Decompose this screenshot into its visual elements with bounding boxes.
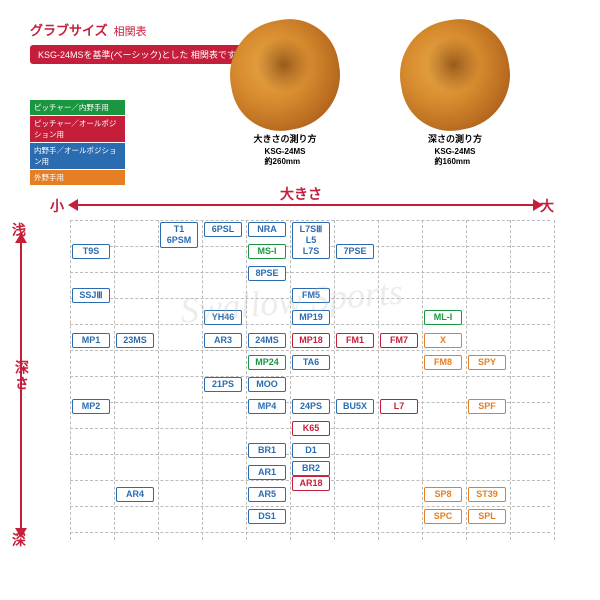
chart-cell: 8PSE xyxy=(248,266,286,281)
chart-cell: MP2 xyxy=(72,399,110,414)
chart-cell: X xyxy=(424,333,462,348)
grid-vline xyxy=(158,220,159,540)
grid-hline xyxy=(70,272,550,273)
chart-cell: L7SⅢL5L7S xyxy=(292,222,330,259)
chart-cell: 7PSE xyxy=(336,244,374,259)
glove-block: 深さの測り方 KSG-24MS約160mm xyxy=(400,20,510,167)
grid-vline xyxy=(466,220,467,540)
chart-cell: 24MS xyxy=(248,333,286,348)
chart-cell: 23MS xyxy=(116,333,154,348)
chart-cell: 24PS xyxy=(292,399,330,414)
grid-vline xyxy=(334,220,335,540)
chart-cell: BU5X xyxy=(336,399,374,414)
chart-cell: SP8 xyxy=(424,487,462,502)
subtitle-badge: KSG-24MSを基準(ベーシック)とした 相関表です。 xyxy=(30,45,252,64)
chart-cell: MP24 xyxy=(248,355,286,370)
y-arrow-up xyxy=(15,233,27,243)
chart-cell: FM5 xyxy=(292,288,330,303)
grid-hline xyxy=(70,506,550,507)
chart-cell: ST39 xyxy=(468,487,506,502)
x-axis-line xyxy=(75,204,535,206)
chart-cell: SPL xyxy=(468,509,506,524)
x-min-label: 小 xyxy=(50,196,64,216)
grid-hline xyxy=(70,376,550,377)
chart-cell: T9S xyxy=(72,244,110,259)
chart-cell: ML-I xyxy=(424,310,462,325)
legend-item: 外野手用 xyxy=(30,170,125,185)
chart-cell: SPY xyxy=(468,355,506,370)
glove-spec: KSG-24MS約260mm xyxy=(265,147,306,167)
x-arrow-left xyxy=(68,199,78,211)
chart-cell: SSJⅢ xyxy=(72,288,110,303)
grid-vline xyxy=(70,220,71,540)
chart-cell: FM8 xyxy=(424,355,462,370)
chart-cell: FM1 xyxy=(336,333,374,348)
chart-cell: TA6 xyxy=(292,355,330,370)
chart: 大きさ 小 大 深さ 浅 深 T9ST16PSM6PSLNRAMS-IL7SⅢL… xyxy=(30,190,570,560)
chart-cell: MS-I xyxy=(248,244,286,259)
glove-image xyxy=(391,11,518,138)
y-axis-label: 深さ xyxy=(12,360,32,392)
legend: ピッチャー／内野手用ピッチャー／オールポジション用内野手／オールポジション用外野… xyxy=(30,100,125,186)
chart-cell: MP4 xyxy=(248,399,286,414)
grid-hline xyxy=(70,350,550,351)
title-main: グラブサイズ xyxy=(30,20,108,39)
chart-cell: MP19 xyxy=(292,310,330,325)
chart-cell: MP1 xyxy=(72,333,110,348)
grid-vline xyxy=(202,220,203,540)
chart-cell: AR18 xyxy=(292,476,330,491)
chart-cell: BR2 xyxy=(292,461,330,476)
title-sub: 相関表 xyxy=(114,23,147,39)
chart-cell: YH46 xyxy=(204,310,242,325)
chart-cell: DS1 xyxy=(248,509,286,524)
x-axis-label: 大きさ xyxy=(280,184,322,204)
glove-label: 大きさの測り方 xyxy=(253,132,316,145)
glove-label: 深さの測り方 xyxy=(428,132,482,145)
chart-cell: 21PS xyxy=(204,377,242,392)
chart-cell: NRA xyxy=(248,222,286,237)
chart-cell: BR1 xyxy=(248,443,286,458)
chart-cell: MP18 xyxy=(292,333,330,348)
chart-cell: FM7 xyxy=(380,333,418,348)
grid-vline xyxy=(114,220,115,540)
glove-images: 大きさの測り方 KSG-24MS約260mm 深さの測り方 KSG-24MS約1… xyxy=(230,20,510,167)
grid-hline xyxy=(70,220,550,221)
chart-cell: AR4 xyxy=(116,487,154,502)
legend-item: ピッチャー／オールポジション用 xyxy=(30,116,125,142)
glove-image xyxy=(221,11,348,138)
grid-vline xyxy=(422,220,423,540)
chart-cell: AR1 xyxy=(248,465,286,480)
glove-spec: KSG-24MS約160mm xyxy=(435,147,476,167)
grid-vline xyxy=(510,220,511,540)
legend-item: ピッチャー／内野手用 xyxy=(30,100,125,115)
grid-vline xyxy=(554,220,555,540)
glove-block: 大きさの測り方 KSG-24MS約260mm xyxy=(230,20,340,167)
chart-cell: AR5 xyxy=(248,487,286,502)
y-arrow-down xyxy=(15,528,27,538)
chart-cell: SPF xyxy=(468,399,506,414)
chart-cell: 6PSL xyxy=(204,222,242,237)
chart-cell: T16PSM xyxy=(160,222,198,248)
grid: T9S T16PSM 6PSL NRA MS-I L7SⅢL5L7S 7PSE SSJⅢ 8PS… xyxy=(70,220,550,540)
chart-cell: MOO xyxy=(248,377,286,392)
y-axis-line xyxy=(20,240,22,530)
chart-cell: L7 xyxy=(380,399,418,414)
chart-cell: K65 xyxy=(292,421,330,436)
x-arrow-right xyxy=(533,199,543,211)
chart-cell: SPC xyxy=(424,509,462,524)
grid-vline xyxy=(378,220,379,540)
grid-vline xyxy=(246,220,247,540)
legend-item: 内野手／オールポジション用 xyxy=(30,143,125,169)
chart-cell: D1 xyxy=(292,443,330,458)
grid-vline xyxy=(290,220,291,540)
chart-cell: AR3 xyxy=(204,333,242,348)
grid-hline xyxy=(70,532,550,533)
